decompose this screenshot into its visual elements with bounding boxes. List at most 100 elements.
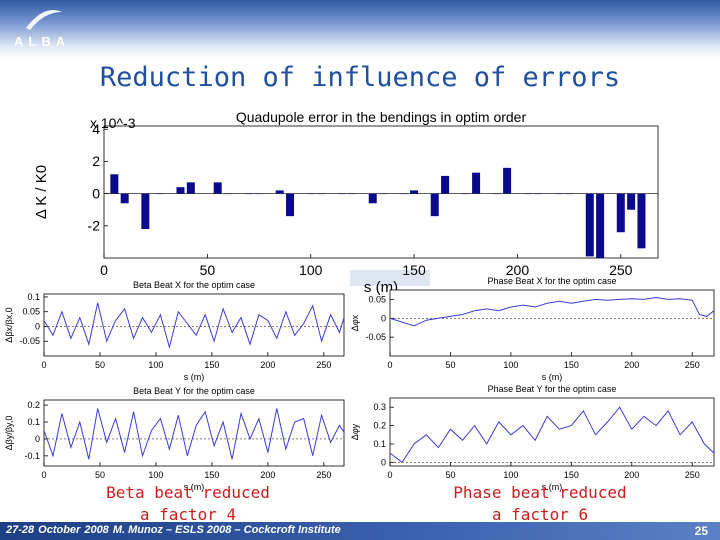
bar-chart-xtick-label: 150: [402, 262, 426, 278]
bar-chart-xtick-label: 200: [506, 262, 530, 278]
phase-beat-x-xtick-label: 250: [685, 360, 700, 370]
bar-chart-xlabel: s (m): [364, 279, 398, 296]
bar-chart-xtick-label: 50: [200, 262, 216, 278]
beta-beat-x-xtick-label: 250: [316, 360, 331, 370]
bar-chart-plot-area: [103, 125, 659, 259]
caption-right: Phase beat reduced a factor 6: [453, 483, 627, 524]
bar: [141, 193, 150, 230]
bar: [534, 193, 543, 195]
phase-beat-y-xlabel: s (m): [542, 482, 563, 492]
beta-beat-x-xtick-label: 100: [148, 360, 163, 370]
bar: [275, 190, 284, 194]
bar: [348, 193, 357, 195]
beta-beat-y-ytick-label: 0.1: [27, 417, 40, 427]
page-number: 25: [694, 524, 708, 538]
bar: [224, 193, 233, 195]
bar: [213, 182, 222, 194]
bar: [155, 193, 164, 195]
beta-beat-y-ytick-label: 0.2: [27, 400, 40, 410]
phase-beat-y-xtick-label: 50: [445, 470, 455, 480]
bar: [554, 193, 563, 195]
beta-beat-x-series-line: [43, 302, 345, 350]
beta-beat-y-xtick-label: 150: [204, 470, 219, 480]
phase-beat-y-xtick-label: 200: [624, 470, 639, 480]
bar: [110, 174, 119, 194]
bar: [627, 193, 636, 210]
beta-beat-y-xtick-label: 50: [95, 470, 105, 480]
phase-beat-y-xtick-label: 250: [685, 470, 700, 480]
beta-beat-y-xtick-label: 0: [41, 470, 46, 480]
footer-event: M. Munoz – ESLS 2008 – Cockcroft Institu…: [112, 524, 341, 536]
phase-beat-x-ylabel: Δφx: [350, 314, 360, 331]
bar: [286, 193, 295, 217]
beta-beat-y-ytick-label: -0.1: [24, 451, 40, 461]
bar: [596, 193, 605, 258]
alba-logo: ALBA: [8, 6, 86, 49]
beta-beat-y-ytick-label: 0: [35, 434, 40, 444]
bar: [472, 172, 481, 194]
bar: [186, 182, 195, 194]
swoosh-icon: [26, 10, 62, 30]
phase-beat-x-ytick-label: 0.05: [368, 294, 386, 304]
beta-beat-y-xtick-label: 100: [148, 470, 163, 480]
phase-beat-x-xtick-label: 50: [445, 360, 455, 370]
phase-beat-y-plot-area: [389, 397, 715, 467]
bar-chart-xtick-label: 250: [609, 262, 633, 278]
bar: [441, 175, 450, 194]
bar-chart-xtick-label: 0: [100, 262, 108, 278]
bar: [430, 193, 439, 217]
bar-chart-exponent: x 10^-3: [90, 115, 136, 131]
bar: [399, 193, 408, 195]
phase-beat-x-ytick-label: 0: [381, 313, 386, 323]
decor-strip: [350, 270, 430, 286]
bar: [176, 187, 185, 194]
phase-beat-y-series-line: [389, 406, 715, 464]
phase-beat-y-ytick-label: 0.2: [373, 421, 386, 431]
beta-beat-x-ytick-label: 0.1: [27, 292, 40, 302]
bar: [461, 193, 470, 195]
bar-chart-ytick-label: 0: [92, 185, 100, 201]
bar: [120, 193, 129, 204]
beta-beat-x-xtick-label: 50: [95, 360, 105, 370]
beta-beat-x-ytick-label: 0.05: [22, 307, 40, 317]
phase-beat-y-xtick-label: 0: [387, 470, 392, 480]
beta-beat-y-title: Beta Beat Y for the optim case: [133, 386, 255, 396]
phase-beat-x-plot-area: [389, 289, 715, 357]
footer-bar: [0, 522, 720, 540]
phase-beat-x-title: Phase Beat X for the optim case: [487, 276, 616, 286]
phase-beat-y-title: Phase Beat Y for the optim case: [488, 384, 617, 394]
beta-beat-y-xtick-label: 200: [260, 470, 275, 480]
beta-beat-x-xtick-label: 150: [204, 360, 219, 370]
beta-beat-x-xlabel: s (m): [184, 372, 205, 382]
phase-beat-y-xtick-label: 150: [564, 470, 579, 480]
bar: [317, 193, 326, 195]
beta-beat-x-plot-area: [43, 293, 345, 357]
phase-beat-x-xtick-label: 200: [624, 360, 639, 370]
phase-beat-x-xtick-label: 0: [387, 360, 392, 370]
beta-beat-x-ylabel: Δβx/βx,0: [4, 307, 14, 342]
bar: [637, 193, 646, 249]
bar: [585, 193, 594, 257]
bar: [565, 193, 574, 195]
footer-date-b: October: [38, 524, 81, 536]
bar-chart-xtick-label: 100: [299, 262, 323, 278]
phase-beat-x-series-line: [389, 296, 715, 327]
footer-date-c: 2008: [84, 524, 109, 536]
phase-beat-x-xtick-label: 100: [503, 360, 518, 370]
phase-beat-x-xtick-label: 150: [564, 360, 579, 370]
phase-beat-x-xlabel: s (m): [542, 372, 563, 382]
beta-beat-x-xtick-label: 0: [41, 360, 46, 370]
beta-beat-x-xtick-label: 200: [260, 360, 275, 370]
bar: [306, 193, 315, 195]
beta-beat-x-title: Beta Beat X for the optim case: [133, 280, 255, 290]
logo-text: ALBA: [14, 34, 71, 49]
bar-chart-ylabel: Δ K / K0: [33, 165, 50, 219]
bar-chart-ytick-label: 4: [92, 121, 100, 137]
bar-chart-title: Quadupole error in the bendings in optim…: [236, 109, 527, 125]
phase-beat-y-ytick-label: 0.3: [373, 402, 386, 412]
bar: [523, 193, 532, 195]
phase-beat-y-ytick-label: 0: [381, 457, 386, 467]
bar-chart-ytick-label: 2: [92, 153, 100, 169]
beta-beat-y-xlabel: s (m): [184, 482, 205, 492]
bar: [337, 193, 346, 195]
